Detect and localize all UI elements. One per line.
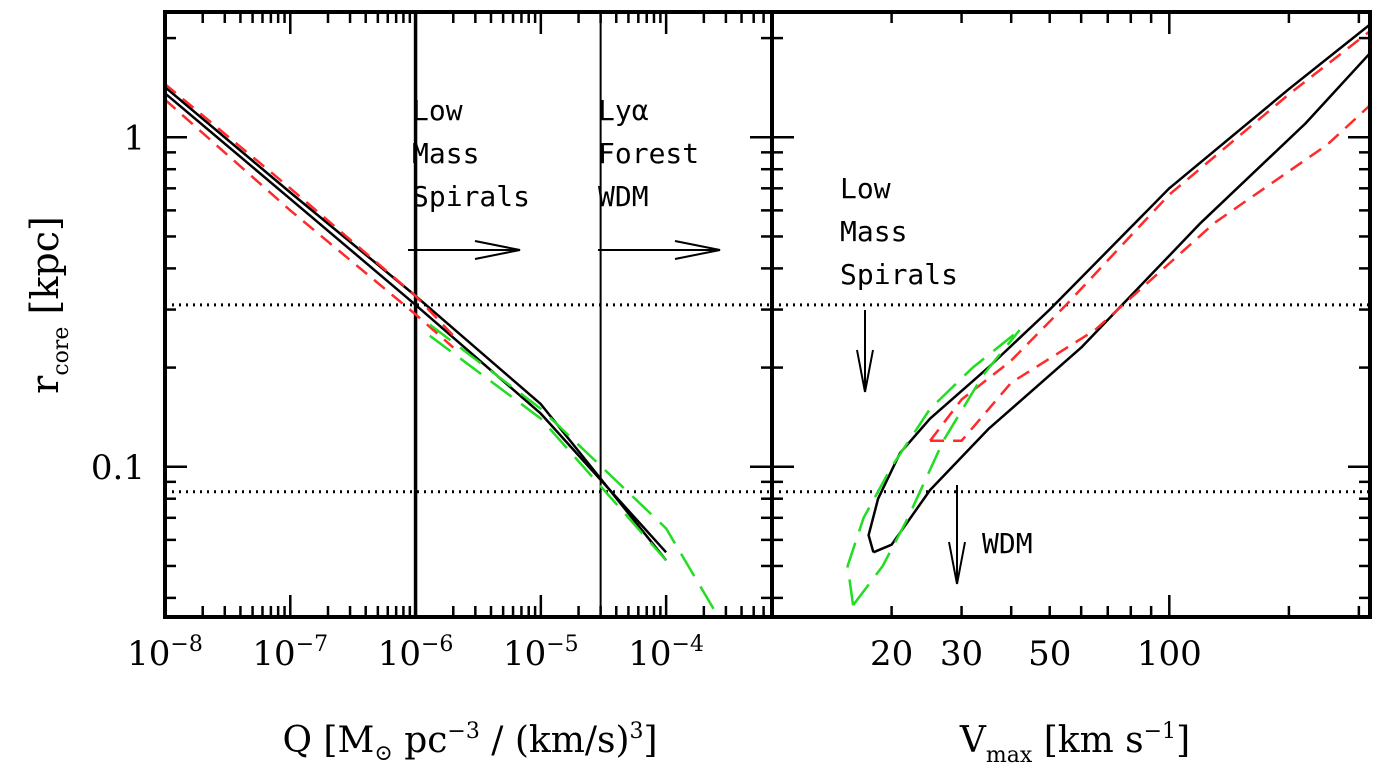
left-x-axis-label: Q [M⊙ pc−3 / (km/s)3] bbox=[282, 719, 657, 766]
x-tick-label: 10−5 bbox=[503, 632, 579, 674]
series-line-red-dashed bbox=[165, 98, 455, 349]
annotation-arrow-head bbox=[474, 240, 521, 260]
x-tick-label: 10−4 bbox=[628, 632, 704, 674]
x-tick-labels: 20 30 50 100 bbox=[870, 634, 1202, 674]
y-tick-label: 1 bbox=[123, 118, 145, 158]
series-line-green-dashed bbox=[846, 329, 1021, 606]
annotation-arrow-head bbox=[856, 349, 874, 393]
left-x-label-mid: / (km/s) bbox=[480, 720, 630, 761]
y-axis-label-unit: [kpc] bbox=[23, 216, 67, 326]
series-line-green-dashed bbox=[852, 329, 1021, 606]
x-tick-labels: 10−8 10−7 10−6 10−5 10−4 bbox=[127, 632, 704, 674]
series-line-black-solid bbox=[872, 52, 1370, 554]
series-group bbox=[846, 23, 1370, 606]
y-axis-label-sub: core bbox=[49, 327, 74, 376]
x-tick-label: 20 bbox=[870, 634, 913, 674]
right-panel: 20 30 50 100 Low Mass Spirals WDM bbox=[770, 10, 1372, 674]
annotation-text: WDM bbox=[982, 527, 1033, 560]
x-tick-label-base: 10 bbox=[127, 634, 170, 674]
x-tick-label-exponent: −6 bbox=[421, 632, 453, 657]
x-tick-label: 10−8 bbox=[127, 632, 203, 674]
svg-text:Vmax [km s−1]: Vmax [km s−1] bbox=[959, 719, 1190, 766]
x-tick-label-exponent: −4 bbox=[672, 632, 704, 657]
left-x-label-rest: pc bbox=[393, 720, 448, 761]
annotation-arrow-head bbox=[674, 240, 721, 260]
x-tick-label-exponent: −5 bbox=[546, 632, 578, 657]
plot-frame bbox=[163, 10, 774, 619]
series-line-red-dashed bbox=[930, 104, 1370, 442]
x-tick-label-exponent: −8 bbox=[170, 632, 202, 657]
svg-text:Q [M⊙ pc−3 / (km/s)3]: Q [M⊙ pc−3 / (km/s)3] bbox=[282, 719, 657, 766]
y-tick-label: 0.1 bbox=[91, 448, 145, 488]
series-line-green-dashed bbox=[429, 334, 668, 562]
right-x-label-unit: [km s bbox=[1032, 720, 1143, 761]
svg-text:rcore [kpc]: rcore [kpc] bbox=[23, 216, 74, 394]
x-tick-label-base: 10 bbox=[378, 634, 421, 674]
annotation-text: WDM bbox=[598, 180, 649, 213]
annotation-text: Low bbox=[840, 172, 891, 205]
y-axis-label-r: r bbox=[23, 375, 67, 394]
left-x-label-q: Q [M bbox=[282, 720, 374, 761]
series-line-black-solid bbox=[867, 23, 1370, 553]
left-x-label-exp1: −3 bbox=[447, 719, 479, 744]
right-x-label-sub: max bbox=[986, 743, 1033, 766]
x-tick-label: 10−6 bbox=[378, 632, 454, 674]
annotation-text: Forest bbox=[598, 137, 699, 170]
annotation-text: Mass bbox=[840, 215, 907, 248]
x-tick-label-base: 10 bbox=[252, 634, 295, 674]
series-line-red-dashed bbox=[929, 30, 1370, 442]
annotation-text: Spirals bbox=[412, 180, 530, 213]
x-tick-label: 10−7 bbox=[252, 632, 328, 674]
left-panel: 10−8 10−7 10−6 10−5 10−410.1LowMassSpiralsLy… bbox=[91, 10, 774, 674]
x-tick-label-base: 10 bbox=[628, 634, 671, 674]
annotation-text: Lyα bbox=[598, 94, 649, 127]
left-x-label-end: ] bbox=[644, 720, 658, 761]
reference-lines bbox=[772, 303, 1370, 494]
x-tick-label: 100 bbox=[1137, 634, 1202, 674]
x-tick-label-exponent: −7 bbox=[296, 632, 328, 657]
y-ticks bbox=[165, 36, 772, 600]
y-tick-labels: 10.1 bbox=[91, 118, 145, 487]
x-tick-label: 50 bbox=[1028, 634, 1071, 674]
annotations: Low Mass Spirals WDM bbox=[840, 172, 1033, 585]
annotations: Low Mass Spirals Lyα Forest WDM bbox=[408, 94, 721, 260]
right-x-axis-label: Vmax [km s−1] bbox=[959, 719, 1190, 766]
y-axis-label: rcore [kpc] bbox=[23, 216, 74, 394]
annotation-text: Mass bbox=[412, 137, 479, 170]
right-x-label-exp: −1 bbox=[1144, 719, 1176, 744]
left-x-label-sun: ⊙ bbox=[374, 741, 392, 766]
annotation-text: Spirals bbox=[840, 258, 958, 291]
left-x-label-exp2: 3 bbox=[630, 719, 644, 744]
right-x-label-end: ] bbox=[1176, 720, 1190, 761]
right-x-label-v: V bbox=[959, 720, 987, 761]
annotation-text: Low bbox=[412, 94, 463, 127]
x-tick-label: 30 bbox=[940, 634, 983, 674]
series-line-green-dashed bbox=[429, 323, 718, 614]
annotation-arrow-head bbox=[948, 541, 966, 585]
series-line-red-dashed bbox=[165, 83, 455, 337]
reference-lines bbox=[165, 12, 772, 617]
plot-frame bbox=[770, 10, 1372, 619]
y-ticks bbox=[772, 36, 1370, 600]
series-group bbox=[165, 83, 718, 614]
x-ticks bbox=[163, 12, 774, 617]
series-line-black-solid bbox=[165, 92, 668, 554]
x-tick-label-base: 10 bbox=[503, 634, 546, 674]
